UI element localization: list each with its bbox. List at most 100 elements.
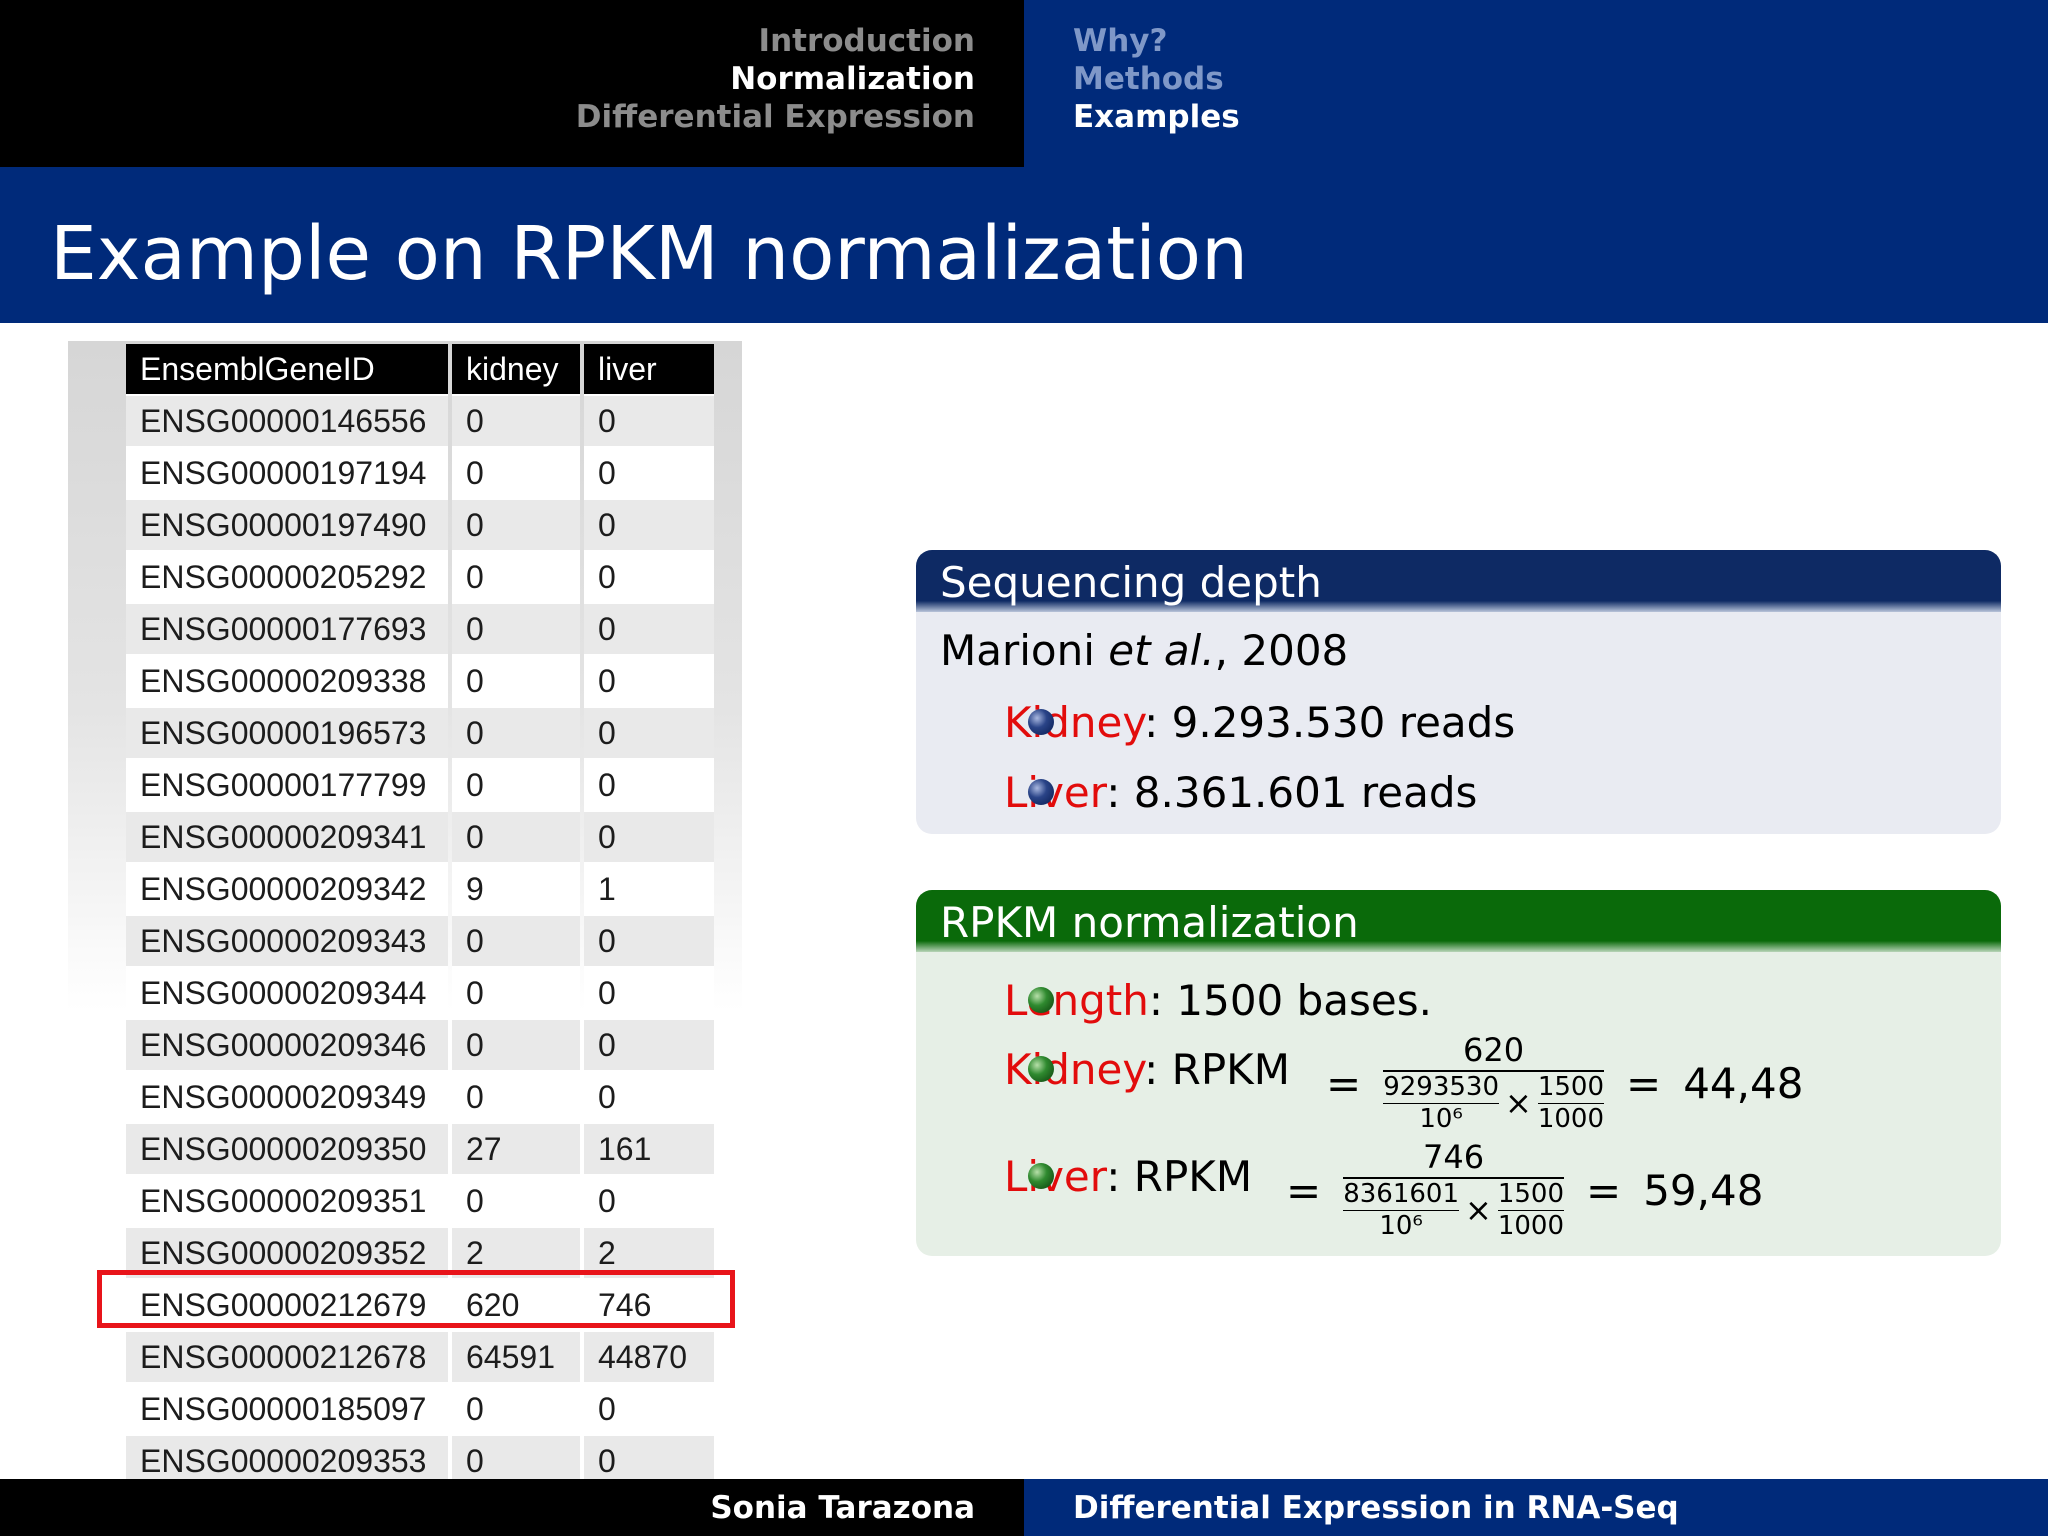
highlighted-row-box bbox=[97, 1270, 735, 1328]
cell-kidney-count: 0 bbox=[452, 1384, 580, 1436]
fraction-numerator: 746 bbox=[1423, 1138, 1485, 1176]
table-row: ENSG00000209346 0 0 bbox=[126, 1020, 714, 1072]
cell-liver-count: 0 bbox=[584, 1020, 714, 1072]
reference-etal: et al. bbox=[1108, 626, 1215, 675]
footer-title-panel: Differential Expression in RNA-Seq bbox=[1024, 1479, 2048, 1536]
cell-gene-id: ENSG00000205292 bbox=[126, 552, 448, 604]
reference-line: Marioni et al., 2008 bbox=[940, 626, 1348, 676]
column-header-liver: liver bbox=[584, 344, 714, 396]
cell-gene-id: ENSG00000209343 bbox=[126, 916, 448, 968]
cell-liver-count: 0 bbox=[584, 604, 714, 656]
cell-kidney-count: 0 bbox=[452, 968, 580, 1020]
times-sign: × bbox=[1505, 1083, 1532, 1122]
bullet-icon bbox=[1028, 779, 1054, 805]
rpkm-normalization-block: RPKM normalization Length: 1500 bases. K… bbox=[916, 890, 2001, 1256]
table-row: ENSG00000205292 0 0 bbox=[126, 552, 714, 604]
table-row: ENSG00000209351 0 0 bbox=[126, 1176, 714, 1228]
cell-liver-count: 0 bbox=[584, 552, 714, 604]
item-text: : 1500 bases. bbox=[1148, 976, 1432, 1025]
cell-liver-count: 0 bbox=[584, 1384, 714, 1436]
cell-liver-count: 0 bbox=[584, 1072, 714, 1124]
item-text: : 8.361.601 reads bbox=[1106, 768, 1478, 817]
equals-sign: = bbox=[1286, 1166, 1322, 1216]
cell-gene-id: ENSG00000185097 bbox=[126, 1384, 448, 1436]
slide-title: Example on RPKM normalization bbox=[50, 211, 1248, 297]
list-item-length: Length: 1500 bases. bbox=[1004, 976, 1432, 1026]
table-row: ENSG00000146556 0 0 bbox=[126, 396, 714, 448]
fraction: 620 9293530 10⁶ × 1500 1000 bbox=[1383, 1031, 1604, 1135]
nav-subsection-methods[interactable]: Methods bbox=[1073, 61, 1224, 97]
nav-section-differential-expression[interactable]: Differential Expression bbox=[575, 99, 975, 135]
cell-liver-count: 0 bbox=[584, 708, 714, 760]
list-item-liver: Liver: RPKM bbox=[1004, 1152, 1252, 1202]
item-text: : 9.293.530 reads bbox=[1144, 698, 1516, 747]
cell-kidney-count: 0 bbox=[452, 448, 580, 500]
nav-subsection-why[interactable]: Why? bbox=[1073, 23, 1168, 59]
item-label: Liver bbox=[1004, 1152, 1107, 1201]
cell-kidney-count: 0 bbox=[452, 1072, 580, 1124]
table-row: ENSG00000196573 0 0 bbox=[126, 708, 714, 760]
nav-section-normalization[interactable]: Normalization bbox=[730, 61, 975, 97]
item-label: Length bbox=[1004, 976, 1149, 1025]
table-row: ENSG00000177799 0 0 bbox=[126, 760, 714, 812]
table-row: ENSG00000209338 0 0 bbox=[126, 656, 714, 708]
cell-gene-id: ENSG00000197194 bbox=[126, 448, 448, 500]
cell-kidney-count: 0 bbox=[452, 1176, 580, 1228]
cell-gene-id: ENSG00000209342 bbox=[126, 864, 448, 916]
cell-kidney-count: 64591 bbox=[452, 1332, 580, 1384]
cell-liver-count: 0 bbox=[584, 448, 714, 500]
footer-talk-title: Differential Expression in RNA-Seq bbox=[1073, 1490, 1679, 1526]
equals-sign: = bbox=[1625, 1059, 1662, 1109]
cell-liver-count: 1 bbox=[584, 864, 714, 916]
cell-gene-id: ENSG00000209341 bbox=[126, 812, 448, 864]
cell-gene-id: ENSG00000209349 bbox=[126, 1072, 448, 1124]
section-nav: Introduction Normalization Differential … bbox=[576, 22, 975, 136]
item-label: Kidney bbox=[1004, 698, 1145, 747]
cell-liver-count: 0 bbox=[584, 968, 714, 1020]
cell-kidney-count: 0 bbox=[452, 812, 580, 864]
gene-counts-table: EnsemblGeneID kidney liver ENSG000001465… bbox=[122, 344, 718, 1488]
block-title: RPKM normalization bbox=[916, 890, 2001, 952]
cell-gene-id: ENSG00000209338 bbox=[126, 656, 448, 708]
formula-result: 44,48 bbox=[1683, 1059, 1804, 1109]
length-scale: 1000 bbox=[1497, 1211, 1564, 1242]
cell-liver-count: 0 bbox=[584, 760, 714, 812]
cell-gene-id: ENSG00000209346 bbox=[126, 1020, 448, 1072]
header-subsections-panel: Why? Methods Examples bbox=[1024, 0, 2048, 167]
fraction-numerator: 620 bbox=[1463, 1031, 1525, 1069]
column-header-gene-id: EnsemblGeneID bbox=[126, 344, 448, 396]
nav-subsection-examples[interactable]: Examples bbox=[1073, 99, 1240, 135]
bullet-icon bbox=[1028, 1163, 1054, 1189]
footer-author-panel: Sonia Tarazona bbox=[0, 1479, 1024, 1536]
bullet-icon bbox=[1028, 987, 1054, 1013]
cell-gene-id: ENSG00000177693 bbox=[126, 604, 448, 656]
table-row: ENSG00000209344 0 0 bbox=[126, 968, 714, 1020]
table-row: ENSG00000177693 0 0 bbox=[126, 604, 714, 656]
cell-kidney-count: 0 bbox=[452, 1020, 580, 1072]
block-body: Length: 1500 bases. Kidney: RPKM = 620 9… bbox=[916, 952, 2001, 1256]
cell-liver-count: 0 bbox=[584, 500, 714, 552]
table-row: ENSG00000212678 64591 44870 bbox=[126, 1332, 714, 1384]
cell-liver-count: 0 bbox=[584, 916, 714, 968]
liver-rpkm-formula: = 746 8361601 10⁶ × 1500 1000 bbox=[1264, 1138, 1763, 1242]
table-row: ENSG00000209349 0 0 bbox=[126, 1072, 714, 1124]
cell-kidney-count: 0 bbox=[452, 396, 580, 448]
list-item-kidney: Kidney: RPKM bbox=[1004, 1045, 1290, 1095]
cell-gene-id: ENSG00000209350 bbox=[126, 1124, 448, 1176]
table-row: ENSG00000209350 27 161 bbox=[126, 1124, 714, 1176]
cell-kidney-count: 0 bbox=[452, 916, 580, 968]
bullet-icon bbox=[1028, 1056, 1054, 1082]
table-row: ENSG00000209341 0 0 bbox=[126, 812, 714, 864]
formula-lhs: : RPKM bbox=[1106, 1152, 1253, 1201]
kidney-rpkm-formula: = 620 9293530 10⁶ × 1500 1000 bbox=[1304, 1031, 1804, 1135]
nav-section-introduction[interactable]: Introduction bbox=[758, 23, 975, 59]
fraction: 746 8361601 10⁶ × 1500 1000 bbox=[1343, 1138, 1564, 1242]
cell-kidney-count: 0 bbox=[452, 656, 580, 708]
cell-kidney-count: 27 bbox=[452, 1124, 580, 1176]
bullet-icon bbox=[1028, 709, 1054, 735]
depth-value: 8361601 bbox=[1343, 1178, 1459, 1209]
scale-value: 10⁶ bbox=[1419, 1104, 1463, 1135]
cell-gene-id: ENSG00000197490 bbox=[126, 500, 448, 552]
block-title: Sequencing depth bbox=[916, 550, 2001, 612]
scale-value: 10⁶ bbox=[1379, 1211, 1423, 1242]
